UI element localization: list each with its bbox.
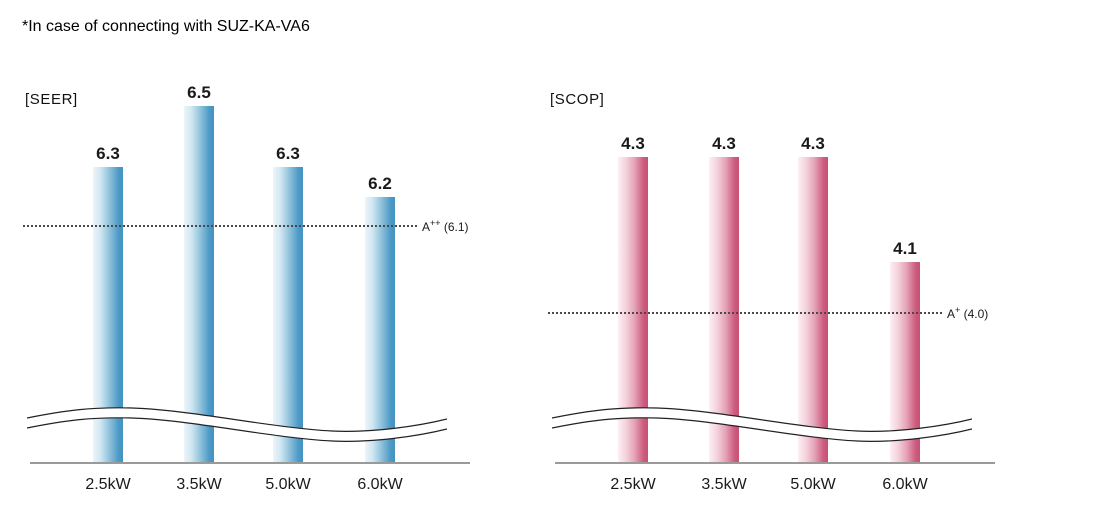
bar-value-label: 6.3 [96,144,120,163]
bar-value-label: 4.3 [712,134,736,153]
x-axis-line [30,462,470,464]
axis-break-wave [552,407,972,442]
bar-value-label: 4.1 [893,239,917,258]
chart-title: [SCOP] [550,91,605,108]
bar-value-label: 6.5 [187,83,211,102]
category-label: 5.0kW [790,476,836,493]
figure-caption: *In case of connecting with SUZ-KA-VA6 [22,18,310,35]
threshold-label: A+ (4.0) [947,305,989,321]
axis-break-wave [27,407,447,442]
threshold-line [548,312,943,314]
bar-value-label: 4.3 [801,134,825,153]
bar [184,106,214,464]
category-label: 2.5kW [610,476,656,493]
chart-title: [SEER] [25,91,78,108]
bar [273,167,303,464]
category-label: 3.5kW [176,476,222,493]
bar [798,157,828,464]
bar [365,197,395,464]
seer-chart: [SEER] 6.3 6.5 6.3 6.2 A++ (6.1) 2.5kW 3… [23,83,505,500]
bar-value-label: 4.3 [621,134,645,153]
category-label: 6.0kW [882,476,928,493]
scop-chart: [SCOP] 4.3 4.3 4.3 4.1 A+ (4.0) 2.5kW 3.… [548,85,1030,500]
threshold-line [23,225,418,227]
category-label: 6.0kW [357,476,403,493]
category-label: 3.5kW [701,476,747,493]
threshold-label: A++ (6.1) [422,218,469,234]
bar-value-label: 6.3 [276,144,300,163]
category-label: 2.5kW [85,476,131,493]
x-axis-line [555,462,995,464]
category-label: 5.0kW [265,476,311,493]
bar-value-label: 6.2 [368,174,392,193]
